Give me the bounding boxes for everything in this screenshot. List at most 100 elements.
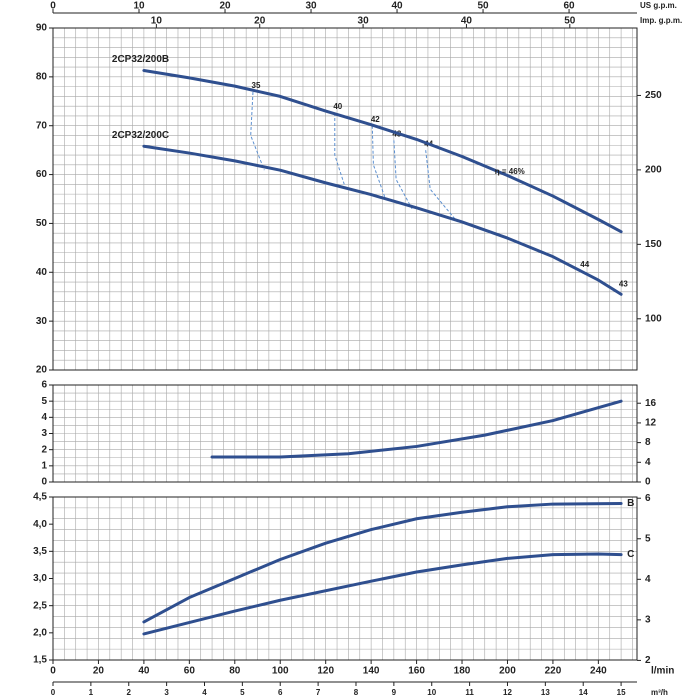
top-axis-tick-label: 20 [254,16,266,27]
y2-tick-label: 8 [645,437,651,448]
annotation: 43 [619,280,628,289]
curve [142,144,623,296]
x-tick-label: 180 [454,666,471,677]
efficiency-label: 40 [333,102,342,111]
top-axis-tick-label: 40 [461,16,473,27]
bottom-axis-tick-label: 11 [465,688,474,697]
bottom-axis-tick-label: 7 [316,688,321,697]
bottom-axis-tick-label: 12 [503,688,512,697]
bottom-axis-tick-label: 1 [89,688,94,697]
y-tick-label: 1,5 [33,655,47,666]
y2-tick-label: 150 [645,239,662,250]
x-axis-label: l/min [651,666,674,677]
efficiency-label: 42 [371,115,380,124]
curve-label: 2CP32/200C [112,130,169,141]
bottom-axis-tick-label: 6 [278,688,283,697]
y-tick-label: 3,5 [33,546,47,557]
y-tick-label: 20 [36,365,48,376]
x-tick-label: 200 [499,666,516,677]
y2-tick-label: 4 [645,457,651,468]
y2-tick-label: 0 [645,477,651,488]
y-tick-label: 40 [36,267,48,278]
y2-tick-label: 5 [645,533,651,544]
y-tick-label: 3 [41,428,47,439]
bottom-axis-label: m³/h [651,688,668,697]
efficiency-line [425,150,458,223]
y-tick-label: 2,0 [33,627,47,638]
top-axis-tick-label: 10 [133,1,145,12]
y2-tick-label: 12 [645,418,657,429]
y2-tick-label: 3 [645,614,651,625]
top-axis-tick-label: 20 [219,1,231,12]
bottom-axis-tick-label: 14 [579,688,588,697]
x-tick-label: 60 [184,666,196,677]
y-tick-label: 2 [41,444,47,455]
y-tick-label: 1 [41,460,47,471]
curve [142,502,623,624]
y2-tick-label: 100 [645,313,662,324]
y2-tick-label: 200 [645,165,662,176]
bottom-axis-tick-label: 2 [127,688,132,697]
bottom-axis-tick-label: 5 [240,688,245,697]
bottom-axis-tick-label: 8 [354,688,359,697]
efficiency-line [371,125,386,198]
efficiency-label: 35 [252,81,261,90]
annotation: 44 [580,260,589,269]
top-axis-tick-label: 50 [564,16,576,27]
y-tick-label: 30 [36,316,48,327]
y-tick-label: 0 [41,477,47,488]
y-tick-label: 4,5 [33,492,47,503]
top-axis-tick-label: 30 [358,16,370,27]
y2-tick-label: 2 [645,655,651,666]
x-tick-label: 120 [317,666,334,677]
y-tick-label: 90 [36,23,48,34]
efficiency-line [393,140,413,210]
y-tick-label: 6 [41,380,47,391]
bottom-axis-tick-label: 10 [427,688,436,697]
top-axis-tick-label: 10 [151,16,163,27]
y-tick-label: 4 [41,412,47,423]
y-tick-label: 5 [41,396,47,407]
y2-tick-label: 6 [645,493,651,504]
x-tick-label: 80 [229,666,241,677]
curve [142,69,623,234]
x-tick-label: 160 [408,666,425,677]
top-axis-tick-label: 0 [50,1,56,12]
y-tick-label: 3,0 [33,573,47,584]
x-tick-label: 0 [50,666,56,677]
annotation: η = 46% [495,167,525,176]
curve [142,552,623,636]
bottom-axis-tick-label: 4 [202,688,207,697]
y-tick-label: 4,0 [33,519,47,530]
x-tick-label: 140 [363,666,380,677]
curve-label: C [627,549,634,560]
top-axis-tick-label: 40 [391,1,403,12]
x-tick-label: 240 [590,666,607,677]
curve [210,399,623,459]
y2-tick-label: 16 [645,398,657,409]
y-tick-label: 60 [36,169,48,180]
efficiency-line [334,113,347,191]
top-axis-tick-label: 30 [305,1,317,12]
x-tick-label: 100 [272,666,289,677]
top-axis-label: Imp. g.p.m. [640,16,682,25]
bottom-axis-tick-label: 0 [51,688,56,697]
curve-label: 2CP32/200B [112,54,169,65]
x-tick-label: 20 [93,666,105,677]
top-axis-label: US g.p.m. [640,1,677,10]
top-axis-tick-label: 60 [563,1,575,12]
y-tick-label: 50 [36,218,48,229]
bottom-axis-tick-label: 3 [164,688,169,697]
x-tick-label: 40 [138,666,150,677]
bottom-axis-tick-label: 15 [617,688,626,697]
plot-frame [52,27,638,371]
curve-label: B [627,498,634,509]
top-axis-tick-label: 50 [477,1,489,12]
bottom-axis-tick-label: 13 [541,688,550,697]
plot-frame [52,496,638,661]
y-tick-label: 80 [36,71,48,82]
y-tick-label: 70 [36,120,48,131]
y2-tick-label: 250 [645,90,662,101]
y-tick-label: 2,5 [33,600,47,611]
